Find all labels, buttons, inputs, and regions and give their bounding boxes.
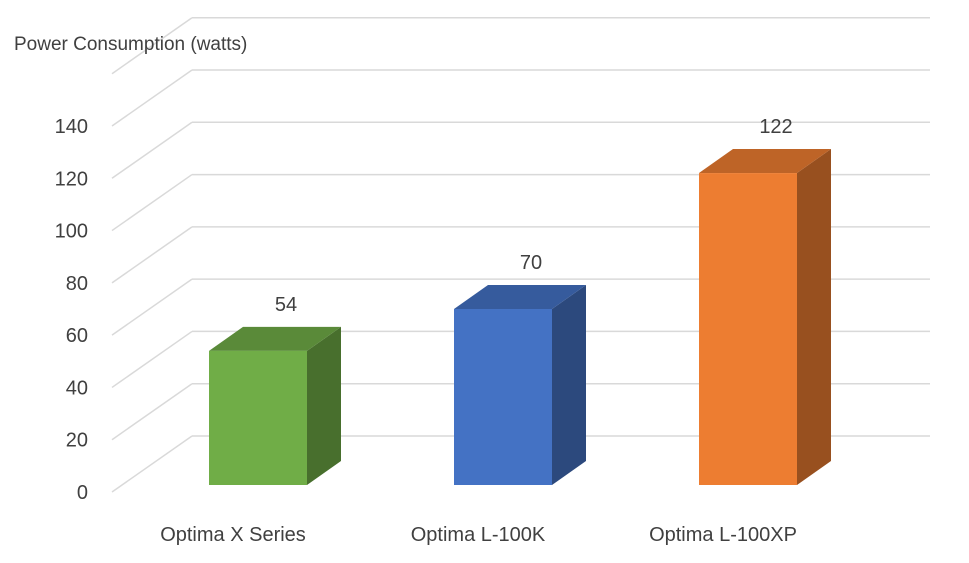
gridline-side xyxy=(111,226,193,284)
gridline-side xyxy=(111,17,193,75)
gridline-side xyxy=(111,173,193,232)
gridline-side xyxy=(111,69,193,127)
bar-top xyxy=(699,149,831,174)
y-tick-label: 20 xyxy=(66,430,88,452)
gridline-side xyxy=(111,435,193,493)
y-tick-label: 60 xyxy=(66,325,88,347)
gridline-side xyxy=(111,330,193,389)
y-tick-label: 40 xyxy=(66,377,88,399)
bar-side xyxy=(552,285,586,485)
gridline-side xyxy=(111,278,193,336)
data-label: 54 xyxy=(275,294,297,316)
data-label: 122 xyxy=(759,116,792,138)
bar-side xyxy=(307,326,341,485)
y-tick-label: 80 xyxy=(66,273,88,295)
x-tick-label: Optima L-100K xyxy=(411,524,546,546)
bar xyxy=(699,173,797,486)
x-tick-label: Optima X Series xyxy=(160,524,306,546)
x-tick-label: Optima L-100XP xyxy=(649,524,797,546)
y-tick-label: 120 xyxy=(55,168,88,190)
gridline-side xyxy=(111,121,193,179)
bar-top xyxy=(209,326,341,351)
y-axis-title: Power Consumption (watts) xyxy=(14,34,248,55)
bar-top xyxy=(454,285,586,309)
data-label: 70 xyxy=(520,252,542,274)
y-tick-label: 140 xyxy=(55,116,88,138)
y-tick-label: 0 xyxy=(77,482,88,504)
y-tick-label: 100 xyxy=(55,221,88,243)
gridline-side xyxy=(111,383,193,441)
bar xyxy=(454,309,552,485)
bar-side xyxy=(797,149,831,486)
bar xyxy=(209,350,307,485)
